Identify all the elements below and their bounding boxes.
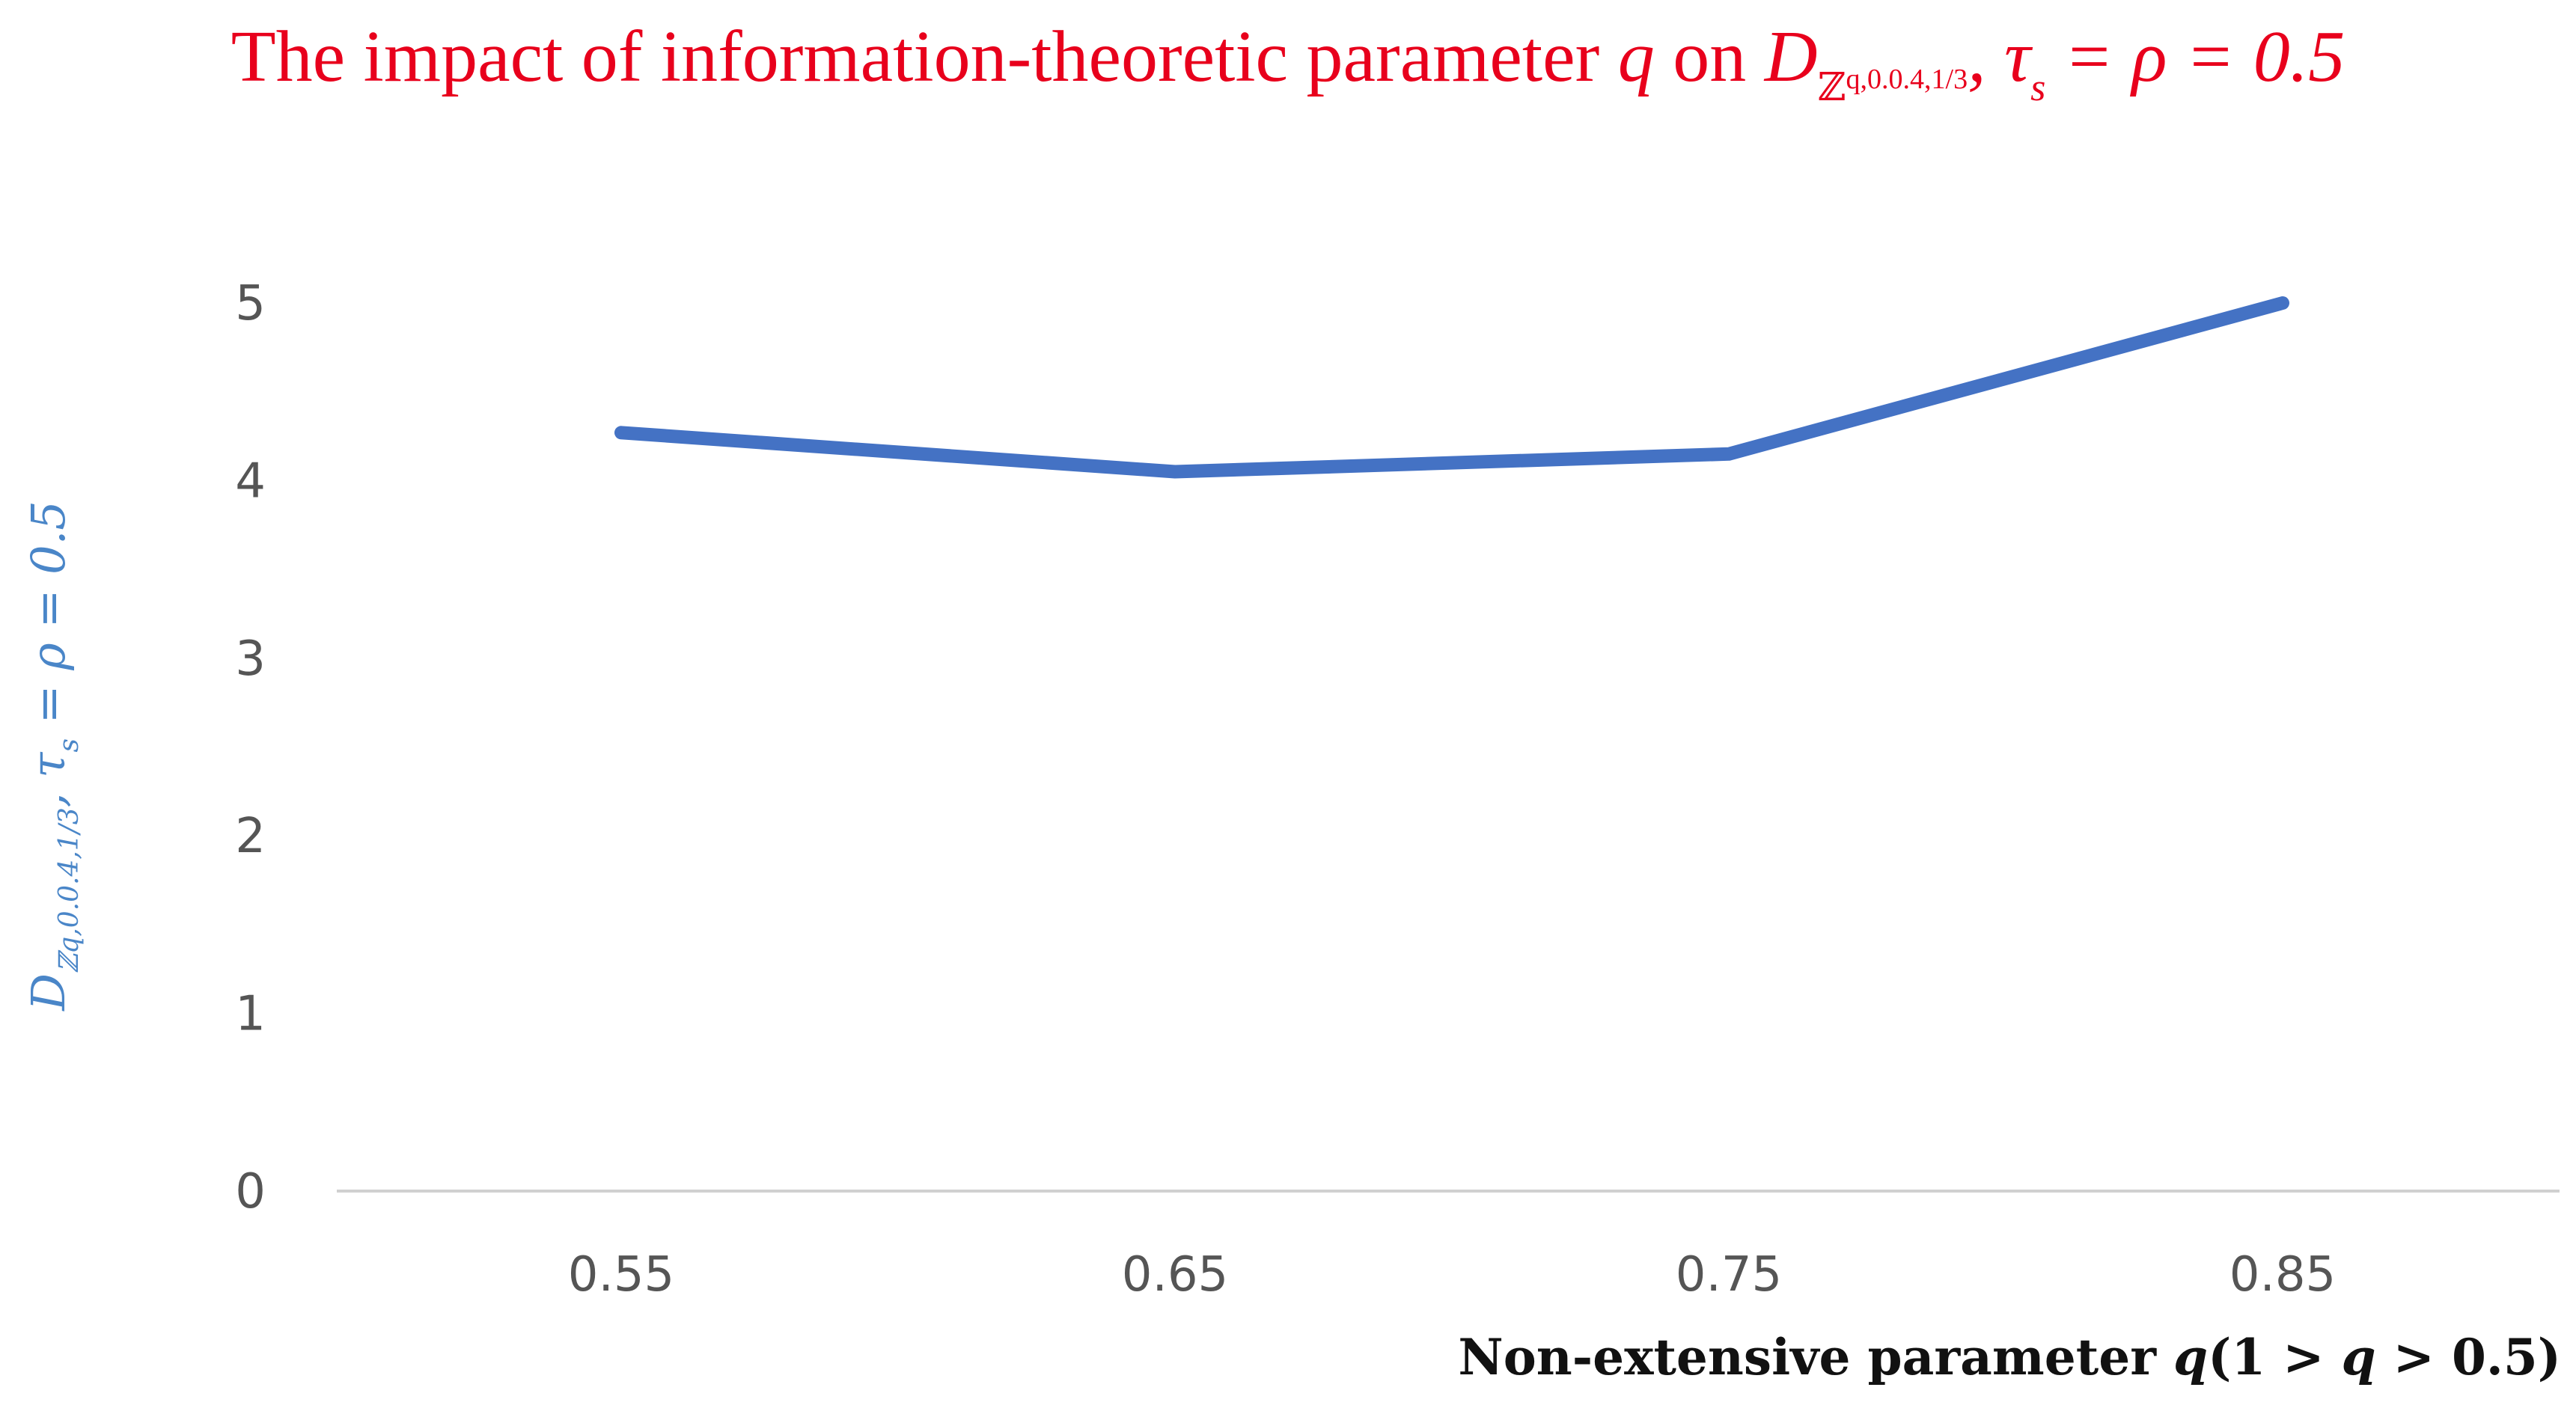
y-tick-label: 1 <box>235 987 266 1042</box>
y-tick-label: 2 <box>235 809 266 864</box>
chart-title: The impact of information-theoretic para… <box>231 16 2345 109</box>
y-tick-label: 0 <box>235 1164 266 1219</box>
x-tick-label: 0.75 <box>1676 1247 1783 1303</box>
y-tick-label: 4 <box>235 453 266 509</box>
y-tick-label: 5 <box>235 276 266 331</box>
x-tick-label: 0.55 <box>568 1247 675 1303</box>
series-line <box>614 296 2289 479</box>
x-tick-label: 0.65 <box>1122 1247 1229 1303</box>
x-tick-label: 0.85 <box>2229 1247 2337 1303</box>
y-tick-label: 3 <box>235 631 266 687</box>
x-axis-label: Non-extensive parameter q(1 > q > 0.5) <box>1458 1328 2561 1386</box>
